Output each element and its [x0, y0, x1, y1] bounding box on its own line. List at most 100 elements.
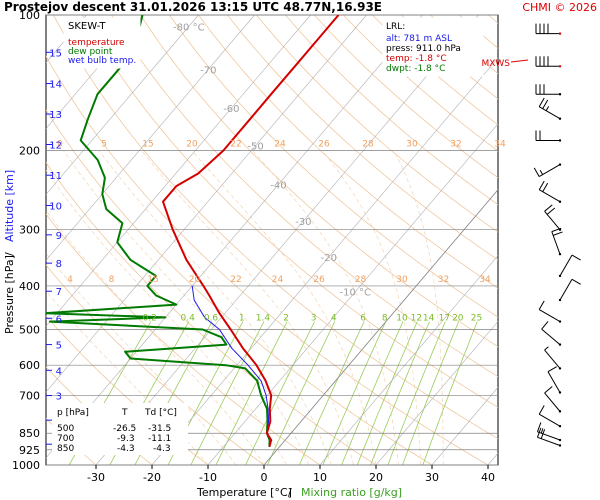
wind-barb-flag	[544, 204, 553, 212]
x-tick-label: -10	[199, 471, 217, 484]
wind-barb-base	[558, 252, 562, 256]
moist-adiabat	[191, 150, 377, 465]
isotherm	[431, 386, 498, 465]
legend-temperature: temperature	[68, 38, 125, 48]
mixing-ratio-label: 0.6	[204, 314, 219, 324]
wind-barb-base	[558, 32, 562, 35]
wind-barb-base	[558, 410, 562, 413]
adiabat-label: 20	[189, 275, 201, 285]
wind-barbs	[533, 23, 581, 447]
wind-barb-staff	[538, 309, 561, 322]
wind-barb-base	[558, 163, 562, 166]
mixing-ratio-label: 6	[360, 314, 366, 324]
wind-barb-flag	[538, 300, 545, 310]
x-tick-label: 20	[369, 471, 383, 484]
altitude-tick-label: 6	[56, 314, 62, 325]
table-cell: -31.5	[148, 424, 171, 434]
legend-dewpoint: dew point	[68, 47, 113, 57]
table-cell: -26.5	[113, 424, 136, 434]
isotherm	[487, 452, 498, 465]
wind-barb-flag	[536, 422, 542, 432]
wind-barb-base	[558, 274, 562, 278]
wind-barb	[558, 278, 581, 302]
wind-barb-flag	[571, 278, 581, 285]
moist-adiabat	[46, 169, 287, 465]
table-cell: 850	[57, 444, 74, 454]
lrl-dewpoint: dwpt: -1.8 °C	[386, 64, 445, 74]
table-cell: -9.3	[117, 434, 135, 444]
summary-table: p [hPa] T Td [°C] 500 -26.5 -31.5 700 -9…	[52, 403, 188, 455]
pressure-tick-label: 850	[19, 427, 40, 440]
isotherm	[319, 255, 498, 465]
wind-barb-flag	[552, 231, 563, 236]
wind-barb-base	[558, 200, 562, 203]
pressure-tick-label: 300	[19, 224, 40, 237]
adiabat-label: 26	[313, 275, 325, 285]
wind-barb-staff	[538, 413, 561, 427]
x-tick-label: 30	[425, 471, 439, 484]
altitude-tick-label: 13	[49, 110, 62, 121]
table-cell: 700	[57, 434, 74, 444]
adiabat-label: 15	[142, 139, 153, 149]
pressure-tick-label: 100	[19, 9, 40, 22]
wind-barb	[538, 300, 562, 323]
mixing-ratio-line	[322, 321, 387, 465]
diagram-type-label: SKEW-T	[68, 21, 106, 32]
dry-adiabat	[285, 15, 498, 206]
altitude-tick-label: 10	[49, 201, 62, 212]
wind-barb-base	[558, 117, 562, 120]
mixing-ratio-label: 17	[439, 314, 450, 324]
isotherm	[46, 15, 255, 261]
wind-barb	[538, 97, 562, 120]
mixing-ratio-line	[387, 321, 446, 465]
mixing-ratio-line	[267, 321, 336, 465]
wind-barb-staff	[547, 371, 561, 393]
isotherm-label: -60	[223, 104, 239, 115]
wind-barb	[538, 180, 562, 203]
lrl-altitude: alt: 781 m ASL	[386, 34, 452, 44]
wind-barb-flag	[538, 97, 545, 107]
altitude-tick-label: 4	[56, 366, 62, 377]
y-axis-label: Pressure [hPa]	[3, 255, 16, 334]
wind-barb	[535, 56, 562, 68]
mixing-ratio-label: 0.2	[143, 314, 157, 324]
line-labels: 0.2 0.4 0.6 1 1.4 2 3 4 6 8 10 12 14 17 20 25-80 °C-70-…	[57, 22, 506, 323]
wind-barb-staff	[544, 392, 561, 412]
table-cell: -4.3	[117, 444, 135, 454]
mixing-ratio-label: 20	[452, 314, 464, 324]
mixing-ratio-line	[215, 321, 288, 465]
pressure-tick-label: 400	[19, 280, 40, 293]
mixing-ratio-label: 4	[331, 314, 337, 324]
wind-barb-base	[558, 320, 562, 323]
dewpoint-line	[46, 15, 271, 447]
y-axis-separator: /	[3, 252, 16, 256]
adiabat-label: 0	[57, 139, 63, 149]
legend-wetbulb: wet bulb temp.	[68, 56, 136, 66]
adiabat-label: 34	[494, 139, 506, 149]
wind-barb	[536, 427, 562, 447]
table-cell: 500	[57, 424, 74, 434]
wind-barb	[544, 386, 562, 413]
mixing-ratio-label: 3	[311, 314, 317, 324]
isotherm-label: -80 °C	[173, 22, 205, 33]
isotherm-label: -30	[295, 217, 311, 228]
isotherm-label: -70	[200, 65, 216, 76]
x-axis-label: Temperature [°C]	[196, 486, 292, 499]
isotherm	[46, 15, 199, 195]
wind-barb-flag	[536, 427, 542, 438]
pressure-tick-label: 925	[19, 444, 40, 457]
adiabat-label: 28	[355, 275, 367, 285]
wind-barb-base	[558, 367, 562, 370]
adiabat-label: 22	[230, 139, 241, 149]
wind-barb	[544, 204, 562, 231]
wind-barb	[538, 405, 562, 428]
isotherm	[375, 321, 498, 465]
adiabat-label: 26	[318, 139, 330, 149]
mxws-marker	[510, 59, 529, 63]
wind-barb	[547, 366, 562, 394]
pressure-tick-label: 1000	[12, 459, 40, 472]
adiabat-label: 32	[450, 139, 461, 149]
wind-barb-base	[558, 139, 562, 142]
wind-barb-base	[558, 298, 562, 302]
mixing-ratio-line	[422, 321, 478, 465]
